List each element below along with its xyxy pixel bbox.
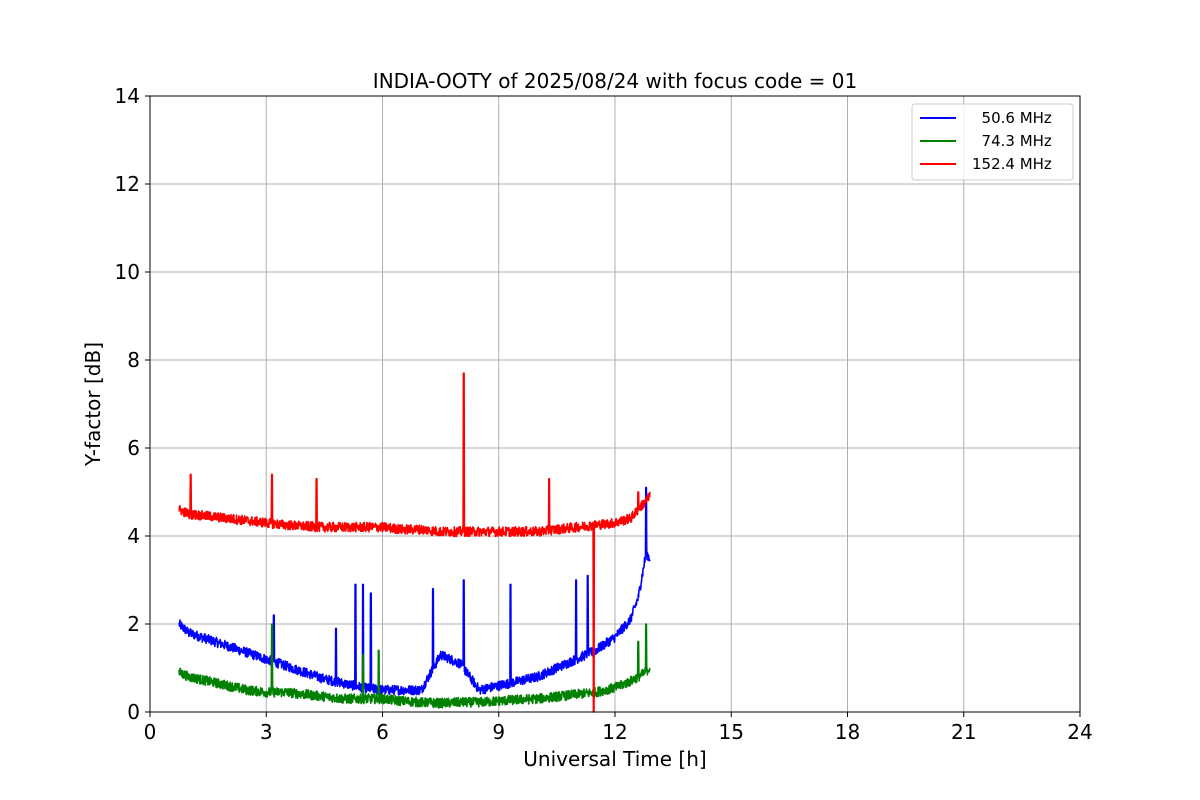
y-tick-label: 0 xyxy=(127,700,140,724)
legend-label-1: 74.3 MHz xyxy=(972,132,1052,150)
y-tick-label: 10 xyxy=(115,260,140,284)
x-tick-label: 18 xyxy=(835,720,860,744)
x-axis-label: Universal Time [h] xyxy=(523,747,706,771)
x-tick-label: 6 xyxy=(376,720,389,744)
x-tick-label: 12 xyxy=(602,720,627,744)
y-tick-label: 8 xyxy=(127,348,140,372)
chart-title: INDIA-OOTY of 2025/08/24 with focus code… xyxy=(373,69,857,93)
x-tick-label: 3 xyxy=(260,720,273,744)
x-tick-label: 21 xyxy=(951,720,976,744)
series-line-1 xyxy=(178,623,651,709)
series-line-0 xyxy=(178,486,651,696)
y-tick-label: 2 xyxy=(127,612,140,636)
legend-box xyxy=(911,103,1074,181)
x-tick-label: 0 xyxy=(144,720,157,744)
y-axis-label: Y-factor [dB] xyxy=(81,342,105,467)
legend-label-0: 50.6 MHz xyxy=(972,109,1052,127)
x-tick-label: 9 xyxy=(492,720,505,744)
y-tick-label: 4 xyxy=(127,524,140,548)
legend-label-2: 152.4 MHz xyxy=(972,155,1052,173)
series-line-2 xyxy=(178,372,651,713)
x-tick-label: 24 xyxy=(1067,720,1092,744)
series-lines xyxy=(178,372,651,713)
y-tick-label: 12 xyxy=(115,172,140,196)
y-tick-label: 6 xyxy=(127,436,140,460)
x-tick-label: 15 xyxy=(719,720,744,744)
legend: 50.6 MHz 74.3 MHz 152.4 MHz xyxy=(911,103,1074,181)
y-tick-label: 14 xyxy=(115,84,140,108)
